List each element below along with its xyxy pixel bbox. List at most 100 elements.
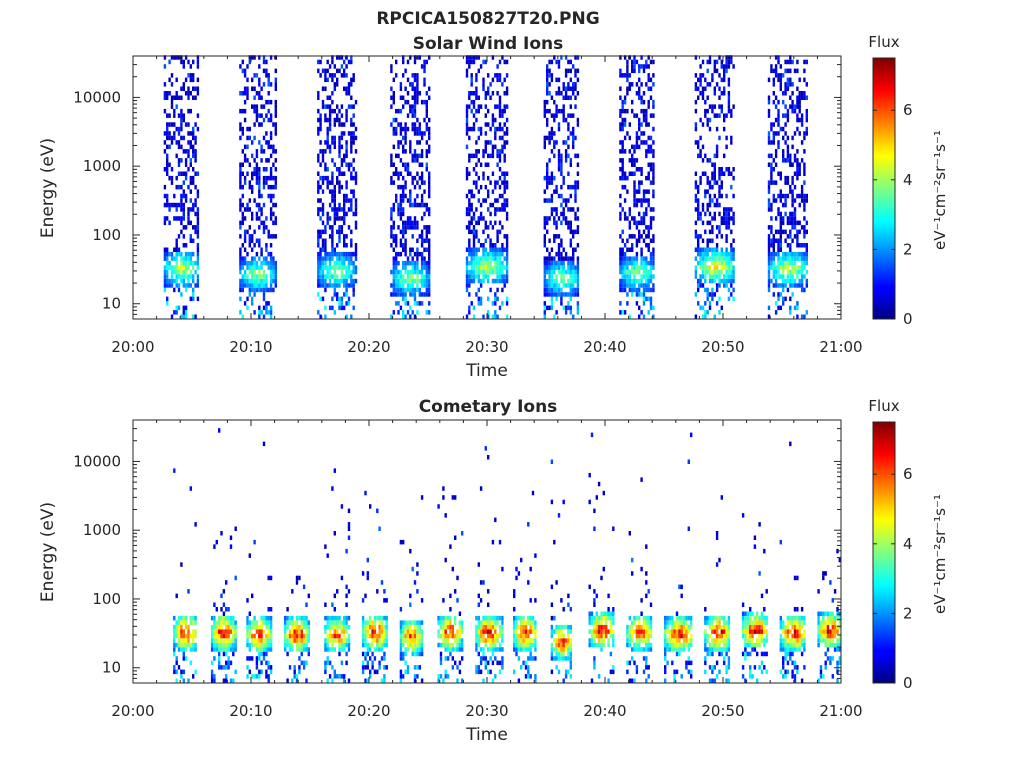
heatmap-cell <box>442 633 445 639</box>
heatmap-cell <box>262 260 266 266</box>
heatmap-cell <box>777 73 780 78</box>
heatmap-cell <box>451 656 454 661</box>
heatmap-cell <box>727 95 731 100</box>
heatmap-cell <box>720 108 723 114</box>
heatmap-cell <box>232 678 235 683</box>
heatmap-cell <box>428 310 431 315</box>
heatmap-cell <box>513 624 516 630</box>
heatmap-cell <box>647 99 650 105</box>
heatmap-cell <box>652 153 655 159</box>
heatmap-cell <box>487 602 490 607</box>
heatmap-cell <box>793 305 797 311</box>
heatmap-cell <box>352 104 355 109</box>
heatmap-cell <box>800 95 804 100</box>
heatmap-cell <box>553 140 556 145</box>
heatmap-cell <box>305 602 308 607</box>
heatmap-cell <box>642 131 646 136</box>
heatmap-cell <box>789 211 792 217</box>
heatmap-cell <box>187 220 190 226</box>
heatmap-cell <box>347 296 351 302</box>
heatmap-cell <box>345 301 348 306</box>
heatmap-cell <box>477 642 480 648</box>
heatmap-cell <box>243 108 247 114</box>
heatmap-cell <box>623 73 627 78</box>
heatmap-cell <box>383 624 386 630</box>
heatmap-cell <box>567 68 570 74</box>
heatmap-cell <box>458 669 462 675</box>
heatmap-cell <box>572 126 575 132</box>
heatmap-cell <box>725 144 728 150</box>
heatmap-cell <box>694 207 698 212</box>
heatmap-cell <box>225 615 228 621</box>
heatmap-cell <box>774 265 778 270</box>
heatmap-cell <box>628 73 631 78</box>
heatmap-cell <box>196 225 200 230</box>
heatmap-cell <box>243 180 247 185</box>
heatmap-cell <box>380 629 384 634</box>
heatmap-cell <box>267 82 270 87</box>
heatmap-cell <box>805 283 808 288</box>
heatmap-cell <box>701 305 705 311</box>
heatmap-cell <box>784 251 787 257</box>
heatmap-cell <box>789 251 792 257</box>
heatmap-cell <box>567 126 570 132</box>
heatmap-cell <box>572 207 575 212</box>
heatmap-cell <box>444 647 447 652</box>
heatmap-cell <box>331 99 334 105</box>
heatmap-cell <box>569 113 572 118</box>
heatmap-cell <box>321 278 325 284</box>
heatmap-cell <box>409 602 412 607</box>
heatmap-cell <box>470 99 473 105</box>
heatmap-cell <box>399 647 403 652</box>
heatmap-cell <box>550 59 554 65</box>
heatmap-cell <box>177 162 181 167</box>
heatmap-cell <box>404 162 407 167</box>
heatmap-cell <box>232 633 235 639</box>
heatmap-cell <box>177 629 181 634</box>
heatmap-cell <box>428 193 431 199</box>
heatmap-cell <box>730 113 733 118</box>
heatmap-cell <box>652 260 655 266</box>
heatmap-cell <box>564 91 568 96</box>
heatmap-cell <box>708 247 712 252</box>
heatmap-cell <box>163 82 167 87</box>
heatmap-cell <box>718 184 721 190</box>
heatmap-cell <box>513 607 516 612</box>
heatmap-cell <box>269 310 273 315</box>
heatmap-cell <box>411 629 414 634</box>
heatmap-cell <box>576 310 580 315</box>
heatmap-cell <box>479 296 483 302</box>
heatmap-cell <box>194 153 197 159</box>
heatmap-cell <box>560 269 563 275</box>
heatmap-cell <box>258 651 261 657</box>
heatmap-cell <box>701 144 705 150</box>
heatmap-cell <box>239 225 242 230</box>
heatmap-cell <box>343 256 346 261</box>
heatmap-cell <box>475 171 478 176</box>
heatmap-cell <box>428 171 431 176</box>
heatmap-cell <box>638 64 641 69</box>
heatmap-cell <box>489 287 492 293</box>
heatmap-cell <box>470 55 473 60</box>
heatmap-cell <box>317 95 320 100</box>
heatmap-cell <box>409 620 412 625</box>
heatmap-cell <box>498 615 502 621</box>
heatmap-cell <box>503 131 506 136</box>
heatmap-cell <box>786 220 790 226</box>
heatmap-cell <box>319 283 322 288</box>
heatmap-cell <box>253 620 256 625</box>
heatmap-cell <box>623 117 627 123</box>
heatmap-cell <box>784 175 787 181</box>
heatmap-cell <box>182 642 185 648</box>
heatmap-cell <box>336 633 339 639</box>
heatmap-cell <box>725 68 728 74</box>
heatmap-cell <box>189 269 192 275</box>
heatmap-cells <box>173 428 841 683</box>
heatmap-cell <box>487 615 490 621</box>
heatmap-cell <box>376 647 379 652</box>
heatmap-cell <box>177 269 181 275</box>
heatmap-cell <box>477 593 480 599</box>
heatmap-cell <box>567 171 570 176</box>
heatmap-cell <box>465 117 469 123</box>
heatmap-cell <box>402 539 405 545</box>
